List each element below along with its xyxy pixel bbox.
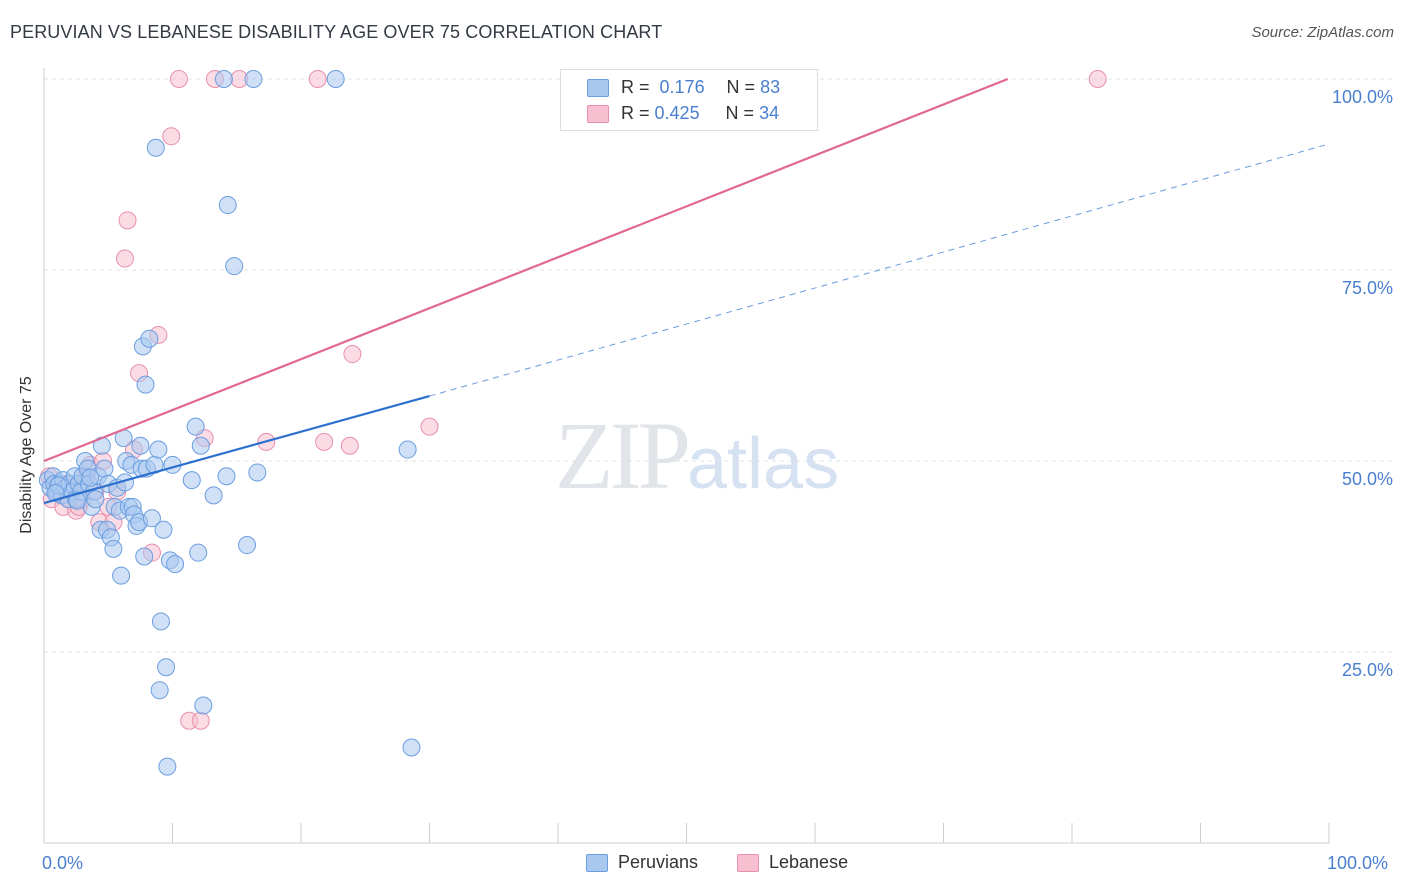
bottom-legend-swatch-lebanese bbox=[737, 853, 759, 872]
y-tick-75: 75.0% bbox=[1341, 278, 1393, 298]
bottom-legend-lebanese: Lebanese bbox=[737, 852, 848, 873]
peruvians-point bbox=[131, 436, 150, 455]
lebanese-point bbox=[162, 127, 181, 146]
peruvians-point bbox=[166, 555, 185, 574]
peruvians-point bbox=[189, 543, 208, 562]
peruvians-point bbox=[135, 547, 154, 566]
peruvians-point bbox=[151, 612, 170, 631]
bottom-legend-label-peruvians: Peruvians bbox=[618, 852, 699, 872]
lebanese-point bbox=[340, 436, 359, 455]
peruvians-point bbox=[81, 468, 100, 487]
legend-r-value: 0.176 bbox=[659, 77, 705, 97]
peruvians-point bbox=[218, 196, 237, 215]
x-tick-100: 100.0% bbox=[1327, 853, 1389, 873]
peruvians-point bbox=[194, 696, 213, 715]
y-tick-25: 25.0% bbox=[1341, 660, 1393, 680]
peruvians-trend-extension bbox=[429, 143, 1330, 397]
lebanese-point bbox=[191, 711, 210, 730]
peruvians-point bbox=[225, 257, 244, 276]
bottom-legend-peruvians: Peruvians bbox=[586, 852, 698, 873]
peruvians-point bbox=[146, 138, 165, 157]
bottom-legend-swatch-peruvians bbox=[586, 853, 608, 872]
bottom-legend-label-lebanese: Lebanese bbox=[769, 852, 849, 872]
legend-n-label: N = bbox=[726, 77, 756, 97]
legend-swatch-lebanese bbox=[587, 104, 609, 123]
lebanese-point bbox=[169, 70, 188, 88]
peruvians-point bbox=[217, 467, 236, 486]
peruvians-trend-line bbox=[43, 395, 430, 505]
peruvians-point bbox=[244, 70, 263, 88]
lebanese-point bbox=[1088, 70, 1107, 88]
peruvians-point bbox=[157, 658, 176, 677]
peruvians-point bbox=[46, 484, 65, 503]
x-tick-0: 0.0% bbox=[42, 853, 84, 873]
peruvians-point bbox=[191, 436, 210, 455]
peruvians-point bbox=[104, 539, 123, 558]
legend-r-label: R = bbox=[621, 103, 650, 123]
lebanese-point bbox=[420, 417, 439, 436]
peruvians-point bbox=[158, 757, 177, 776]
peruvians-point bbox=[136, 375, 155, 394]
peruvians-point bbox=[68, 491, 87, 510]
legend-r-label: R = bbox=[621, 77, 650, 97]
lebanese-point bbox=[315, 432, 334, 451]
legend-n-label: N = bbox=[725, 103, 755, 123]
peruvians-point bbox=[182, 471, 201, 490]
watermark: ZIPatlas bbox=[555, 400, 839, 511]
y-axis-label: Disability Age Over 75 bbox=[18, 376, 35, 534]
legend-row-peruvians: R = 0.176 N = 83 bbox=[587, 77, 780, 98]
lebanese-point bbox=[118, 211, 137, 230]
peruvians-point bbox=[112, 566, 131, 585]
peruvians-point bbox=[238, 536, 257, 555]
peruvians-point bbox=[214, 70, 233, 88]
peruvians-point bbox=[326, 70, 345, 88]
lebanese-trend-line bbox=[43, 77, 1009, 463]
legend-swatch-peruvians bbox=[587, 78, 609, 97]
peruvians-point bbox=[204, 486, 223, 505]
legend-n-value: 34 bbox=[759, 103, 780, 123]
legend-n-value: 83 bbox=[760, 77, 781, 97]
correlation-legend: R = 0.176 N = 83 R = 0.425 N = 34 bbox=[560, 69, 818, 131]
peruvians-point bbox=[140, 329, 159, 348]
peruvians-point bbox=[149, 440, 168, 459]
lebanese-point bbox=[115, 249, 134, 268]
lebanese-point bbox=[343, 345, 362, 364]
peruvians-point bbox=[398, 440, 417, 459]
peruvians-point bbox=[402, 738, 421, 757]
peruvians-point bbox=[248, 463, 267, 482]
lebanese-point bbox=[308, 70, 327, 88]
legend-row-lebanese: R = 0.425 N = 34 bbox=[587, 103, 779, 124]
peruvians-point bbox=[154, 520, 173, 539]
y-tick-50: 50.0% bbox=[1341, 469, 1393, 489]
legend-r-value: 0.425 bbox=[654, 103, 700, 123]
peruvians-point bbox=[86, 490, 105, 509]
watermark-atlas: atlas bbox=[687, 424, 840, 504]
peruvians-point bbox=[150, 681, 169, 700]
source-label: Source: ZipAtlas.com bbox=[1251, 24, 1394, 41]
y-tick-100: 100.0% bbox=[1331, 87, 1393, 107]
peruvians-point bbox=[142, 509, 161, 528]
chart-title: PERUVIAN VS LEBANESE DISABILITY AGE OVER… bbox=[10, 22, 663, 42]
peruvians-point bbox=[186, 417, 205, 436]
watermark-zip: ZIP bbox=[555, 402, 691, 509]
